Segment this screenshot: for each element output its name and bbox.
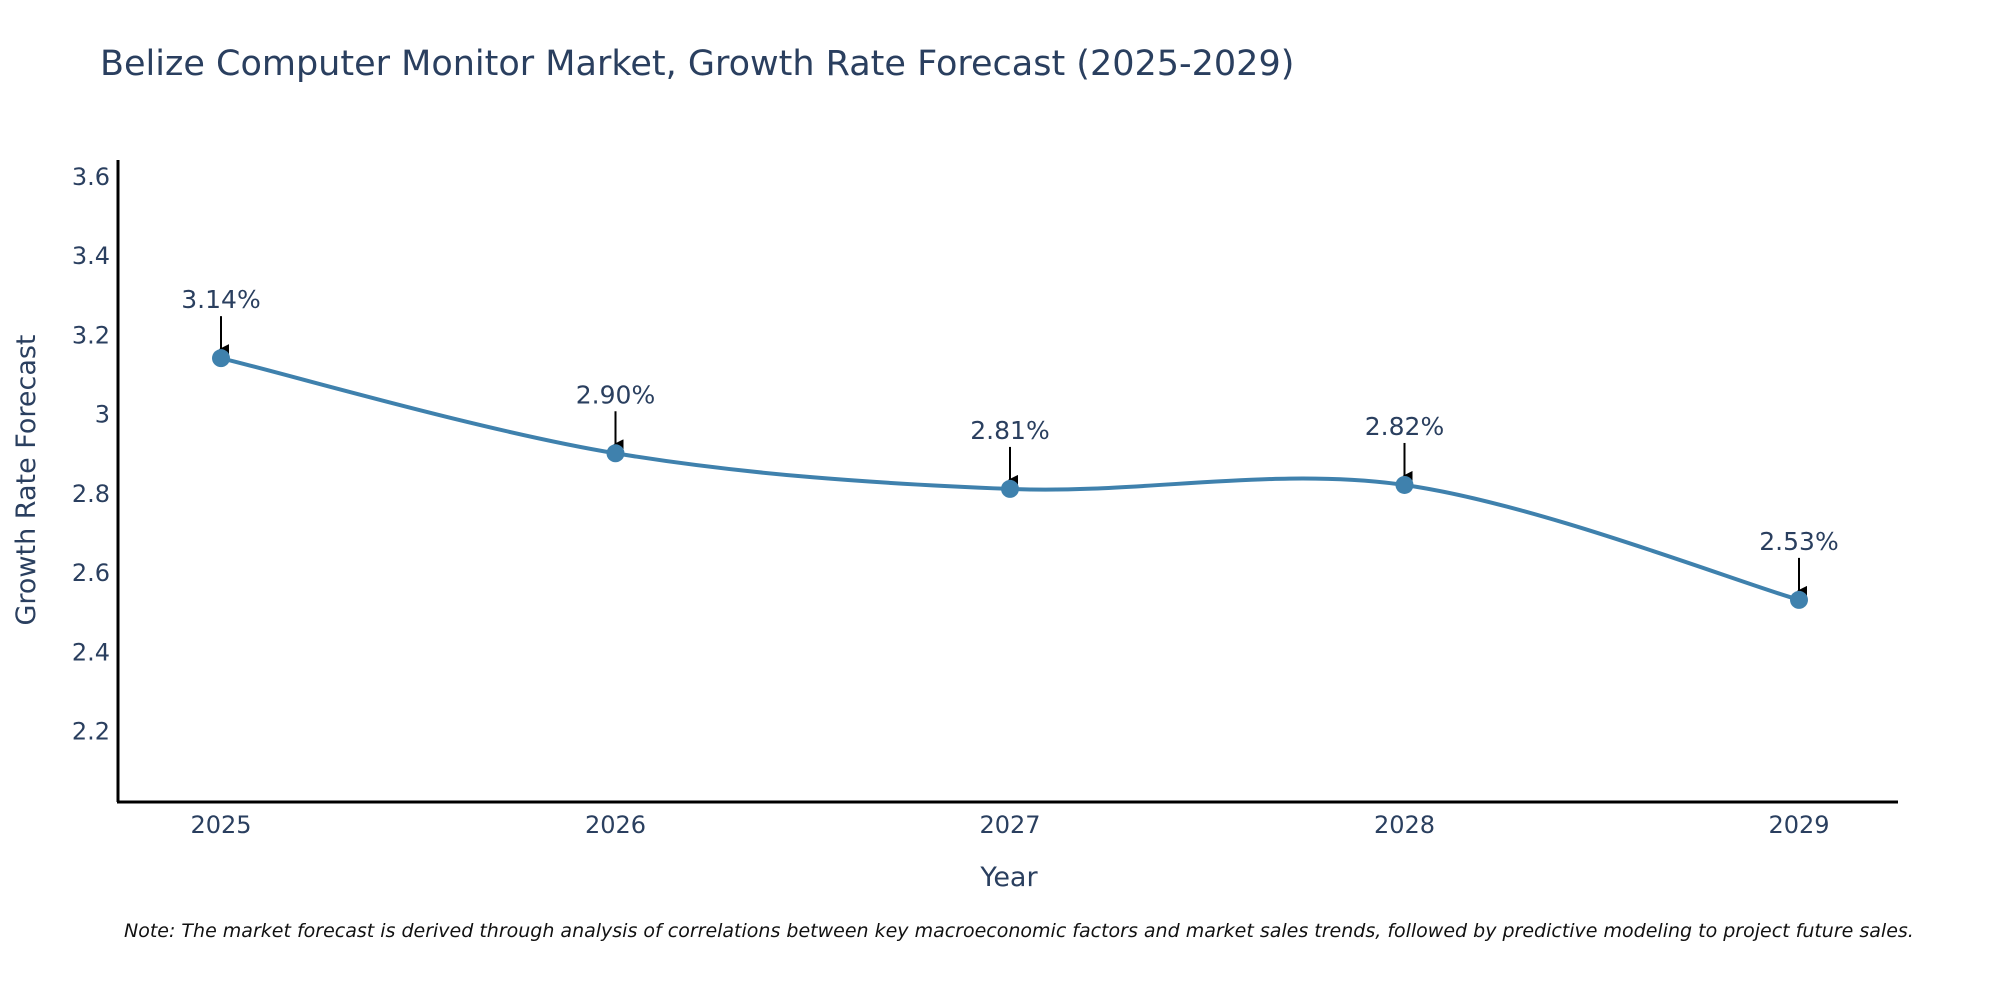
data-point-marker bbox=[1790, 590, 1808, 609]
data-label: 3.14% bbox=[181, 285, 260, 314]
y-tick-label: 2.2 bbox=[72, 718, 110, 746]
data-labels: 3.14% 2.90% 2.81% 2.82% 2.53% bbox=[181, 285, 1838, 556]
data-point-marker bbox=[1001, 479, 1019, 498]
x-tick-label: 2029 bbox=[1768, 811, 1829, 839]
y-tick-label: 2.8 bbox=[72, 480, 110, 508]
y-tick-label: 3.2 bbox=[72, 321, 110, 349]
chart-title: Belize Computer Monitor Market, Growth R… bbox=[100, 44, 1295, 84]
y-tick-label: 2.4 bbox=[72, 638, 110, 666]
y-tick-label: 3.6 bbox=[72, 163, 110, 191]
y-axis-ticks: 2.2 2.4 2.6 2.8 3 3.2 3.4 3.6 bbox=[72, 163, 110, 746]
data-label: 2.53% bbox=[1759, 527, 1838, 556]
data-label: 2.82% bbox=[1365, 412, 1444, 441]
x-axis-title: Year bbox=[979, 862, 1038, 893]
footnote: Note: The market forecast is derived thr… bbox=[124, 920, 1914, 942]
data-markers bbox=[212, 349, 1808, 609]
x-tick-label: 2027 bbox=[979, 811, 1040, 839]
data-point-marker bbox=[212, 349, 230, 368]
y-tick-label: 3 bbox=[95, 401, 110, 429]
data-point-marker bbox=[1395, 475, 1414, 494]
y-axis-title: Growth Rate Forecast bbox=[11, 334, 42, 625]
data-label: 2.90% bbox=[576, 380, 655, 409]
x-tick-label: 2028 bbox=[1374, 811, 1435, 839]
x-axis-ticks: 2025 2026 2027 2028 2029 bbox=[190, 811, 1829, 839]
x-tick-label: 2025 bbox=[190, 811, 251, 839]
annotation-arrows bbox=[219, 316, 1807, 596]
x-tick-label: 2026 bbox=[585, 811, 646, 839]
data-point-marker bbox=[606, 444, 625, 463]
data-label: 2.81% bbox=[970, 416, 1049, 445]
y-tick-label: 2.6 bbox=[72, 559, 110, 587]
y-tick-label: 3.4 bbox=[72, 242, 110, 270]
